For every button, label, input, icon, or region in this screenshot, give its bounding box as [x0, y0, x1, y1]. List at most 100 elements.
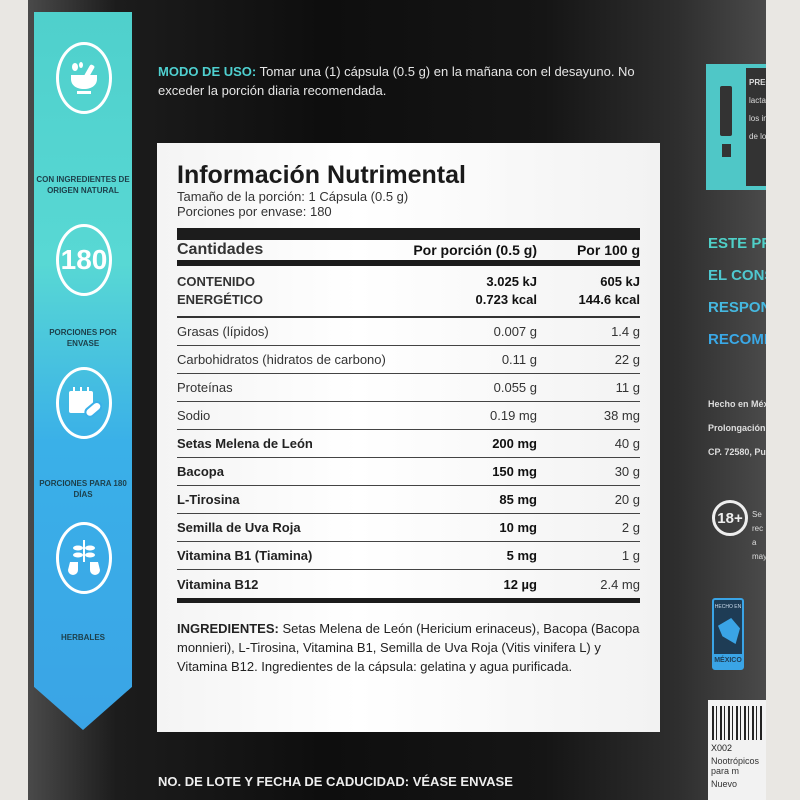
- exclamation-dot: [722, 144, 731, 157]
- sticker-text: Nuevo: [711, 779, 738, 789]
- warning-box: PRECA lactanc los ingr de los r: [706, 64, 766, 190]
- ingredients-text: Setas Melena de León (Hericium erinaceus…: [177, 621, 640, 674]
- sticker-text: Nootrópicos para m: [711, 756, 760, 776]
- per-100-value: 2.4 mg: [600, 576, 640, 592]
- made-in-mexico-logo: HECHO EN MÉXICO: [712, 598, 744, 670]
- per-portion-value: 85 mg: [499, 492, 537, 507]
- per-portion-value: 0.19 mg: [490, 408, 537, 423]
- product-bottle: CON INGREDIENTES DE ORIGEN NATURAL 180 P…: [28, 0, 766, 800]
- lot-info: NO. DE LOTE Y FECHA DE CADUCIDAD: VÉASE …: [158, 774, 513, 789]
- energy-100-kcal: 144.6 kcal: [578, 292, 640, 307]
- table-row: Sodio 0.19 mg 38 mg: [177, 402, 640, 430]
- per-portion-value: 0.055 g: [493, 380, 537, 395]
- header-per-portion: Por porción (0.5 g): [413, 242, 537, 258]
- nutrient-name: L-Tirosina: [177, 492, 240, 507]
- energy-row: CONTENIDO ENERGÉTICO 3.025 kJ 0.723 kcal 6…: [177, 266, 640, 318]
- address-line: CP. 72580, Puebla: [708, 447, 766, 457]
- table-row: Vitamina B12 12 µg 2.4 mg: [177, 570, 640, 598]
- table-row: Carbohidratos (hidratos de carbono) 0.11 …: [177, 346, 640, 374]
- age-text: Se rec a mayo: [752, 508, 766, 564]
- nutrient-name: Carbohidratos (hidratos de carbono): [177, 352, 386, 367]
- plant-drops-icon: [56, 522, 112, 594]
- warning-line: lactanc: [749, 96, 766, 105]
- badge-label: PORCIONES PARA 180 DÍAS: [39, 479, 127, 499]
- address: Hecho en México Prolongación 16 d CP. 72…: [708, 392, 766, 464]
- per-portion-value: 150 mg: [492, 464, 537, 479]
- slogan-line: RECOMIEN: [708, 331, 766, 348]
- badge-label: PORCIONES POR ENVASE: [49, 328, 117, 348]
- table-row: Setas Melena de León 200 mg 40 g: [177, 430, 640, 458]
- per-100-value: 2 g: [621, 520, 640, 535]
- divider: [177, 228, 640, 240]
- warning-line: de los r: [749, 132, 766, 141]
- table-row: Semilla de Uva Roja 10 mg 2 g: [177, 514, 640, 542]
- table-row: Vitamina B1 (Tiamina) 5 mg 1 g: [177, 542, 640, 570]
- per-100-value: 11 g: [615, 380, 640, 395]
- feature-ribbon: CON INGREDIENTES DE ORIGEN NATURAL 180 P…: [34, 12, 132, 730]
- usage-text: Tomar una (1) cápsula (0.5 g) en la maña…: [158, 64, 635, 98]
- per-portion-value: 0.007 g: [493, 324, 537, 339]
- per-portion-value: 0.11 g: [501, 352, 537, 367]
- badge-label: CON INGREDIENTES DE ORIGEN NATURAL: [36, 175, 130, 195]
- per-100-value: 22 g: [614, 352, 640, 367]
- mexico-label: MÉXICO: [714, 654, 742, 668]
- table-row: Bacopa 150 mg 30 g: [177, 458, 640, 486]
- energy-label-1: CONTENIDO: [177, 274, 255, 289]
- table-header: Cantidades Por porción (0.5 g) Por 100 g: [177, 240, 640, 266]
- nutrient-name: Sodio: [177, 408, 211, 423]
- nutrient-name: Vitamina B12: [177, 576, 259, 592]
- badge-label: HERBALES: [60, 633, 105, 642]
- warning-line: los ingr: [749, 114, 766, 123]
- ingredients-heading: INGREDIENTES:: [177, 621, 279, 636]
- nutrient-name: Grasas (lípidos): [177, 324, 269, 339]
- per-100-value: 40 g: [614, 436, 640, 451]
- nutrient-name: Proteínas: [177, 380, 233, 395]
- per-portion-value: 12 µg: [503, 576, 537, 592]
- per-portion-value: 10 mg: [499, 520, 537, 535]
- exclamation-icon: [720, 86, 732, 136]
- per-portion-value: 200 mg: [492, 436, 537, 451]
- nutrient-name: Setas Melena de León: [177, 436, 313, 451]
- mexico-eagle-icon: [718, 618, 740, 644]
- calendar-capsule-icon: [56, 367, 112, 439]
- age-18-icon: 18+: [712, 500, 748, 536]
- per-100-value: 30 g: [614, 464, 640, 479]
- age-text-line: a mayo: [752, 538, 766, 561]
- slogan-line: RESPONSA: [708, 299, 766, 316]
- energy-kcal: 0.723 kcal: [475, 292, 537, 307]
- usage-instructions: MODO DE USO: Tomar una (1) cápsula (0.5 …: [158, 62, 668, 100]
- table-row: Grasas (lípidos) 0.007 g 1.4 g: [177, 318, 640, 346]
- per-100-value: 38 mg: [603, 408, 640, 423]
- barcode-sticker: X002 Nootrópicos para m Nuevo: [708, 700, 766, 800]
- per-100-value: 20 g: [614, 492, 640, 507]
- divider: [177, 598, 640, 603]
- slogan: ESTE PROD EL CONSUM RESPONSA RECOMIEN: [708, 228, 766, 356]
- table-row: Proteínas 0.055 g 11 g: [177, 374, 640, 402]
- made-in-label: HECHO EN: [714, 604, 742, 610]
- nutrient-name: Bacopa: [177, 464, 224, 479]
- ingredients: INGREDIENTES: Setas Melena de León (Heri…: [177, 619, 640, 676]
- number-badge: 180: [56, 224, 112, 296]
- address-line: Prolongación 16 d: [708, 423, 766, 433]
- slogan-line: ESTE PROD: [708, 235, 766, 252]
- nutrition-title: Información Nutrimental: [177, 161, 466, 189]
- barcode-number: X002: [711, 743, 733, 753]
- energy-kj: 3.025 kJ: [486, 274, 537, 289]
- warning-line: PRECA: [749, 78, 766, 87]
- per-portion-value: 5 mg: [506, 548, 537, 563]
- barcode: [712, 706, 762, 740]
- per-100-value: 1.4 g: [611, 324, 640, 339]
- address-line: Hecho en México: [708, 399, 766, 409]
- energy-100-kj: 605 kJ: [600, 274, 640, 289]
- energy-label-2: ENERGÉTICO: [177, 292, 263, 307]
- nutrition-facts-panel: Información Nutrimental Tamaño de la por…: [157, 143, 660, 732]
- per-100-value: 1 g: [621, 548, 640, 563]
- header-per-100: Por 100 g: [576, 242, 640, 258]
- nutrient-name: Vitamina B1 (Tiamina): [177, 548, 313, 563]
- nutrient-name: Semilla de Uva Roja: [177, 520, 301, 535]
- slogan-line: EL CONSUM: [708, 267, 766, 284]
- table-row: L-Tirosina 85 mg 20 g: [177, 486, 640, 514]
- usage-heading: MODO DE USO:: [158, 64, 257, 79]
- side-panel: PRECA lactanc los ingr de los r ESTE PRO…: [704, 0, 766, 800]
- servings-per-container: Porciones por envase: 180: [177, 204, 332, 219]
